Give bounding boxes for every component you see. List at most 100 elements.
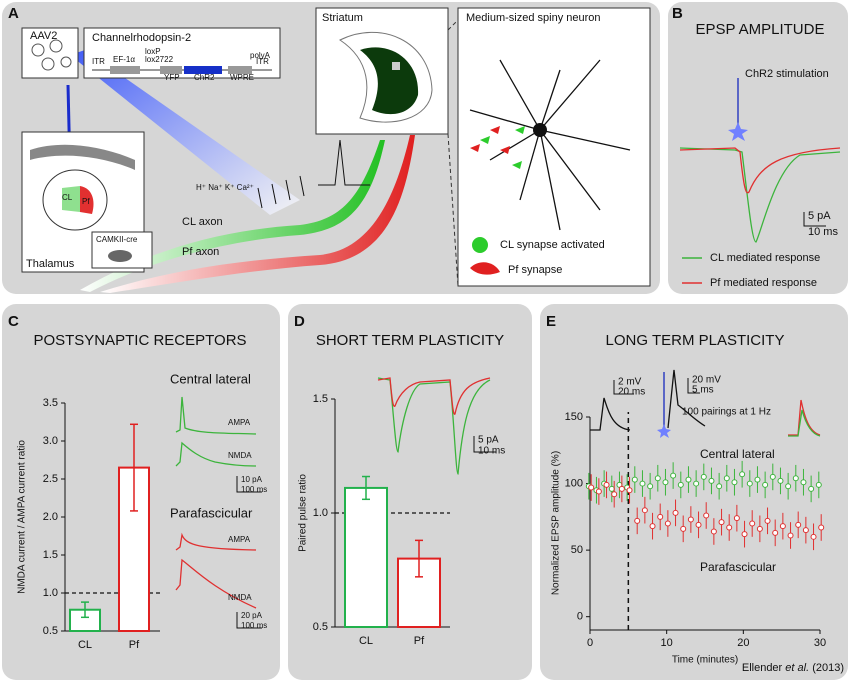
label: 5 pA [478,435,499,446]
label: ITR [256,57,269,66]
y-tick-label: 150 [565,411,583,423]
bar [344,486,388,629]
x-tick-label: CL [78,639,92,651]
label: 10 ms [808,226,838,238]
label: Striatum [322,12,363,24]
y-axis-label: Normalized EPSP amplitude (%) [551,451,562,595]
series-label: Central lateral [700,447,775,461]
point [769,473,776,480]
point [726,524,733,531]
label: CL synapse activated [500,239,605,251]
label: 2 mV [618,377,642,388]
label: AMPA [228,535,251,544]
label: 20 ms [618,387,645,398]
citation-etal: et al. [785,662,809,674]
label: loxP [145,47,161,56]
point [810,533,817,540]
citation-year: (2013) [812,662,844,674]
label: Pf axon [182,246,219,258]
point [731,479,738,486]
label: 20 pA [241,611,263,620]
point [657,513,664,520]
label: Medium-sized spiny neuron [466,12,601,24]
point [741,531,748,538]
label: Thalamus [26,258,75,270]
point [611,491,618,498]
x-axis-label: Time (minutes) [672,655,738,666]
point [672,509,679,516]
label: CL axon [182,216,223,228]
label: EF-1α [113,55,135,64]
citation-author: Ellender [742,662,783,674]
label: ChR2 [194,73,215,82]
label: Central lateral [170,371,251,386]
label: 5 pA [808,210,831,222]
x-tick-label: 20 [737,637,749,649]
panel-title: EPSP AMPLITUDE [696,21,825,38]
label: Pf [82,197,90,206]
point [754,476,761,483]
y-tick-label: 2.0 [43,511,58,523]
point [756,525,763,532]
point [662,479,669,486]
legend-entry: Pf mediated response [710,277,817,289]
traces [175,396,262,629]
label: lox2722 [145,55,174,64]
label: Channelrhodopsin-2 [92,32,191,44]
point [808,485,815,492]
label: YFP [164,73,180,82]
y-tick-label: 1.0 [43,587,58,599]
chart-title: POSTSYNAPTIC RECEPTORS [33,332,246,349]
y-tick-label: 1.5 [313,393,328,405]
panel-e [540,304,848,680]
label: NMDA [228,593,252,602]
y-tick-label: 50 [571,544,583,556]
point [815,481,822,488]
point [588,484,595,491]
y-tick-label: 3.0 [43,435,58,447]
point [693,480,700,487]
label: NMDA [228,451,252,460]
x-tick-label: Pf [129,639,140,651]
legend-entry: CL mediated response [710,252,820,264]
traces [377,377,496,475]
x-tick-label: Pf [414,635,425,647]
point [818,524,825,531]
label: 10 ms [478,446,505,457]
y-tick-label: 1.0 [313,507,328,519]
point [777,477,784,484]
y-tick-label: 0 [577,611,583,623]
panel-letter: C [8,313,19,330]
point [723,475,730,482]
series-label: Parafascicular [700,560,776,574]
x-tick-label: 10 [661,637,673,649]
point [772,529,779,536]
point [733,515,740,522]
point [746,480,753,487]
traces [679,78,841,284]
y-tick-label: 100 [565,477,583,489]
chart-title: SHORT TERM PLASTICITY [316,332,504,349]
label: H⁺ Na⁺ K⁺ Ca²⁺ [196,183,254,192]
chart-title: LONG TERM PLASTICITY [606,332,785,349]
point [677,481,684,488]
point [649,523,656,530]
point [764,517,771,524]
point [618,485,625,492]
point [687,516,694,523]
point [641,507,648,514]
point [685,476,692,483]
point [762,481,769,488]
bar [118,466,150,632]
point [703,512,710,519]
label: polyA [250,51,271,60]
point [787,532,794,539]
point [670,472,677,479]
y-tick-label: 0.5 [313,621,328,633]
y-axis-label: Paired pulse ratio [298,474,309,552]
y-tick-label: 1.5 [43,549,58,561]
point [739,471,746,478]
x-tick-label: CL [359,635,373,647]
point [749,520,756,527]
